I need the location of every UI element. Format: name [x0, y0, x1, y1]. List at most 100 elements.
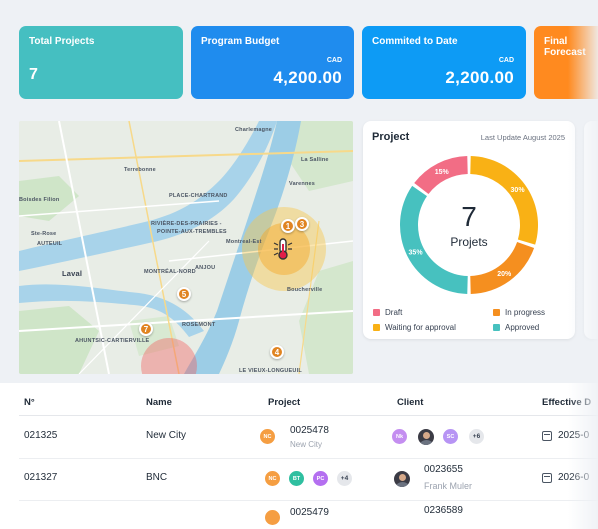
project-chip: NC: [259, 428, 276, 445]
legend-label: Draft: [385, 308, 403, 317]
donut-slice: [470, 241, 535, 294]
kpi-currency: CAD: [326, 57, 342, 64]
donut-slice-label: 30%: [511, 187, 526, 194]
donut-slice-label: 20%: [497, 271, 512, 278]
client-chip: Nk: [391, 428, 408, 445]
donut-center-label: Projets: [450, 235, 487, 249]
donut-center-value: 7: [461, 201, 477, 232]
map-label: Laval: [62, 269, 83, 278]
cell-client-sub: Frank Muler: [424, 481, 473, 491]
kpi-card-final-forecast[interactable]: Final Forecast: [534, 26, 598, 99]
kpi-title: Commited to Date: [372, 36, 458, 47]
side-card: [584, 121, 598, 339]
legend-item: In progress: [493, 308, 545, 317]
client-avatar-photo: [393, 470, 411, 488]
map-label: Montreal-Est: [226, 239, 262, 245]
legend-label: Approved: [505, 323, 540, 332]
last-update-text: Last Update August 2025: [480, 133, 565, 142]
cell-client-code: 0236589: [424, 505, 463, 516]
map-pin[interactable]: 5: [177, 287, 191, 301]
kpi-card-committed[interactable]: Commited to Date CAD 2,200.00: [362, 26, 526, 99]
map-label: Charlemagne: [235, 127, 273, 133]
thermometer-icon: [273, 238, 293, 260]
column-header-client[interactable]: Client: [397, 397, 424, 408]
map-pin[interactable]: 3: [295, 217, 309, 231]
donut-slice: [470, 156, 538, 245]
header-divider: [19, 415, 598, 416]
kpi-value: 7: [29, 66, 38, 83]
map-pin[interactable]: 1: [281, 219, 295, 233]
client-avatar-photo: [417, 428, 435, 446]
legend-swatch: [373, 324, 380, 331]
kpi-value: 2,200.00: [445, 68, 514, 87]
map-label: MONTRÉAL-NORD: [144, 269, 196, 275]
legend-item: Waiting for approval: [373, 323, 456, 332]
project-chip: NC: [264, 470, 281, 487]
client-chip: SC: [442, 428, 459, 445]
map-label: Varennes: [289, 181, 316, 187]
map-label: Ste-Rose: [31, 231, 57, 237]
map-label: PLACE-CHARTRAND: [169, 193, 228, 199]
cell-project-code: 0025478: [290, 425, 329, 436]
cell-name: New City: [146, 430, 187, 441]
map-label: Boisdes Filion: [19, 197, 60, 203]
client-more-chip[interactable]: +6: [468, 428, 485, 445]
map-label: ROSEMONT: [182, 322, 216, 328]
cell-name: BNC: [146, 472, 168, 483]
kpi-title: Total Projects: [29, 36, 95, 47]
donut-slice-label: 35%: [409, 250, 424, 257]
map-label: Boucherville: [287, 287, 323, 293]
row-divider: [19, 500, 598, 501]
donut-slice-label: 15%: [435, 169, 450, 176]
map-label: RIVIÈRE-DES-PRAIRIES -: [151, 221, 222, 227]
calendar-icon: [542, 473, 552, 483]
column-header-project[interactable]: Project: [268, 397, 301, 408]
project-map[interactable]: Charlemagne La Salline Terrebonne Varenn…: [19, 121, 353, 374]
cell-client-code: 0023655: [424, 464, 463, 475]
legend-swatch: [373, 309, 380, 316]
project-chip: PC: [312, 470, 329, 487]
cell-date: 2026-0: [558, 472, 590, 483]
map-label: POINTE-AUX-TREMBLES: [157, 229, 227, 235]
column-header-effective-date[interactable]: Effective D: [542, 397, 592, 408]
kpi-title: Final Forecast: [544, 36, 586, 58]
project-donut-chart: 30% 20% 35% 15% 7 Projets: [400, 156, 538, 294]
cell-no: 021325: [24, 430, 58, 441]
legend-swatch: [493, 324, 500, 331]
kpi-title: Program Budget: [201, 36, 280, 47]
cell-project-sub: New City: [290, 440, 323, 449]
cell-date: 2025-0: [558, 430, 590, 441]
cell-no: 021327: [24, 472, 58, 483]
map-label: Terrebonne: [124, 167, 156, 173]
map-label: ANJOU: [195, 265, 216, 271]
map-pin[interactable]: 7: [139, 322, 153, 336]
map-label: LE VIEUX-LONGUEUIL: [239, 368, 302, 374]
project-more-chip[interactable]: +4: [336, 470, 353, 487]
row-divider: [19, 458, 598, 459]
kpi-card-program-budget[interactable]: Program Budget CAD 4,200.00: [191, 26, 354, 99]
legend-label: Waiting for approval: [385, 323, 456, 332]
column-header-no[interactable]: N°: [24, 397, 35, 408]
donut-slice: [414, 156, 468, 195]
project-status-card: Project Last Update August 2025 30% 20% 35…: [363, 121, 575, 339]
legend-item: Draft: [373, 308, 402, 317]
kpi-value: 4,200.00: [273, 68, 342, 87]
kpi-currency: CAD: [498, 57, 514, 64]
legend-label: In progress: [505, 308, 546, 317]
donut-slice: [400, 185, 468, 294]
project-chip: [264, 509, 281, 526]
map-label: AUTEUIL: [37, 241, 63, 247]
projects-table: N° Name Project Client Effective D 02132…: [0, 383, 598, 529]
project-chip: BT: [288, 470, 305, 487]
map-pin[interactable]: 4: [270, 345, 284, 359]
cell-project-code: 0025479: [290, 507, 329, 518]
map-label: AHUNTSIC-CARTIERVILLE: [75, 338, 150, 344]
kpi-card-total-projects[interactable]: Total Projects 7: [19, 26, 183, 99]
legend-swatch: [493, 309, 500, 316]
map-label: La Salline: [301, 157, 329, 163]
calendar-icon: [542, 431, 552, 441]
column-header-name[interactable]: Name: [146, 397, 172, 408]
legend-item: Approved: [493, 323, 539, 332]
panel-title: Project: [372, 131, 410, 143]
